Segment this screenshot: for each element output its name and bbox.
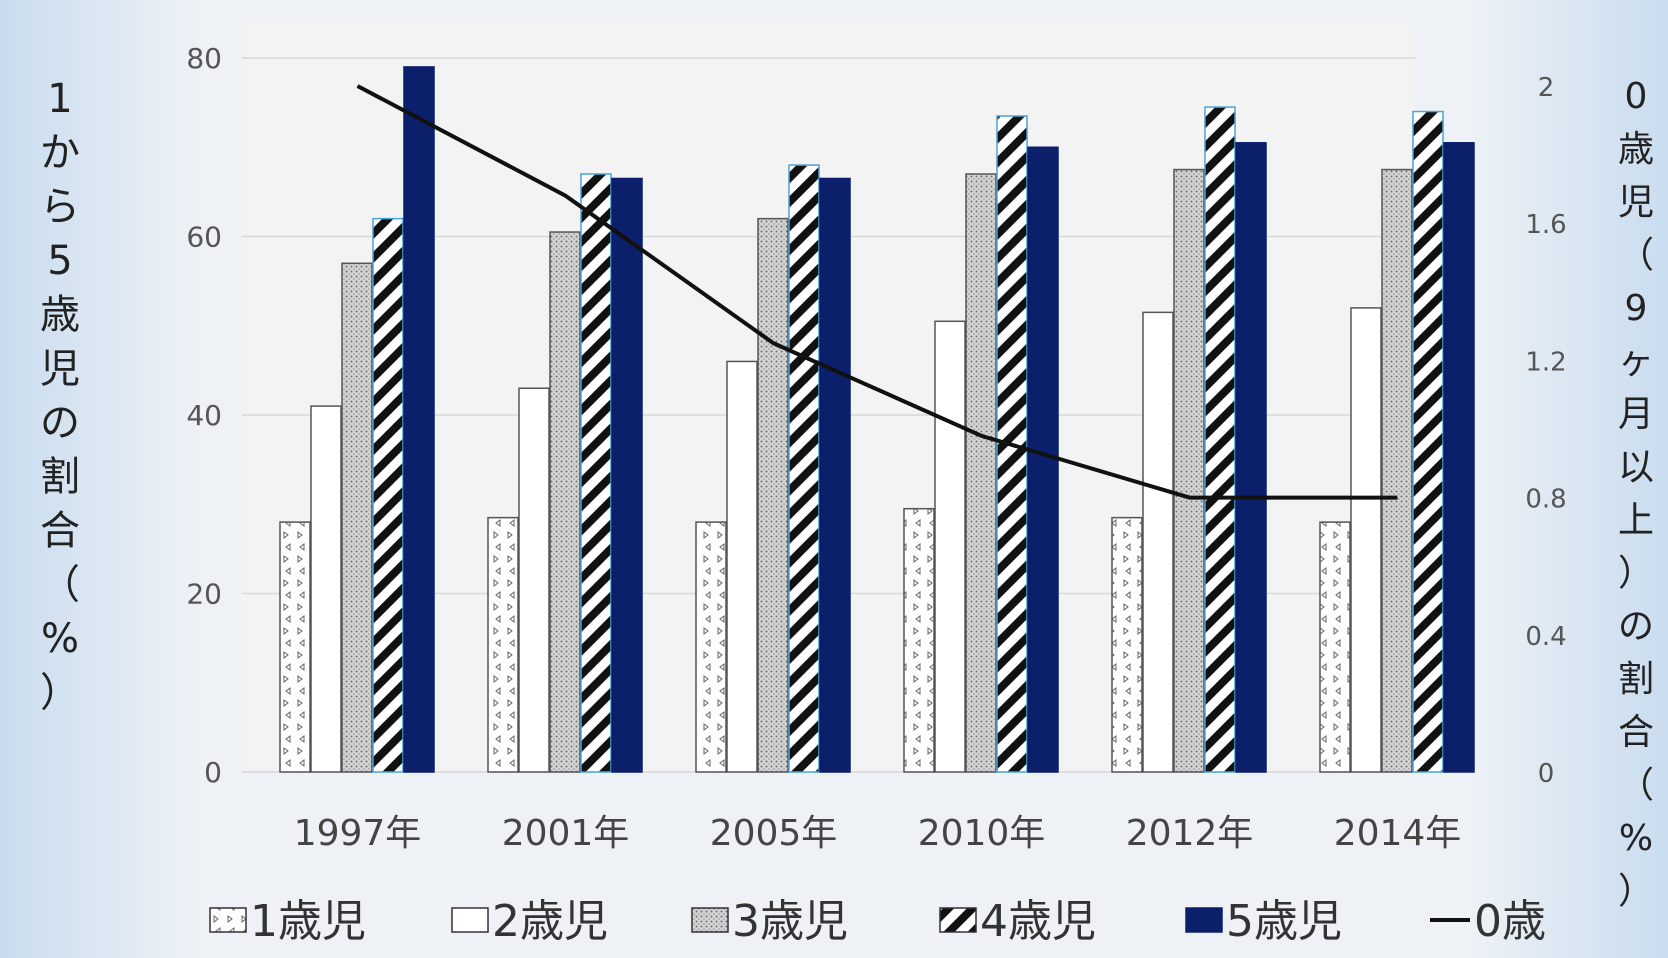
x-tick-label: 2001年 [502, 813, 630, 854]
bar-4歳児-2012年 [1204, 106, 1236, 773]
bar-4歳児-2014年 [1412, 110, 1444, 773]
left-axis-ticks: 0 20 40 60 80 [186, 42, 222, 789]
bar-5歳児-2012年 [1235, 142, 1267, 773]
bar-3歳児-1997年 [341, 262, 373, 773]
bar-3歳児-2012年 [1173, 168, 1205, 773]
bar-3歳児-2001年 [549, 231, 581, 773]
right-tick-label: 0 [1538, 759, 1555, 789]
legend-label: 0歳 [1474, 896, 1546, 947]
bar-1歳児-2012年 [1111, 516, 1143, 773]
x-tick-label: 2005年 [710, 813, 838, 854]
legend-label: 2歳児 [492, 896, 608, 947]
bar-1歳児-2014年 [1319, 521, 1351, 773]
right-tick-label: 1.6 [1525, 210, 1566, 240]
bar-2歳児-1997年 [310, 405, 342, 773]
right-tick-label: 1.2 [1525, 347, 1566, 377]
left-tick-label: 40 [186, 399, 222, 432]
bar-series [279, 66, 1475, 773]
right-axis-ticks: 0 0.4 0.8 1.2 1.6 2 [1525, 73, 1566, 789]
right-axis-label: 0 歳児（ 9 ヶ月以上）の割合（%） [1618, 76, 1654, 912]
right-tick-label: 0.4 [1525, 622, 1566, 652]
bar-5歳児-2014年 [1443, 142, 1475, 773]
bar-1歳児-2010年 [903, 507, 935, 773]
left-tick-label: 60 [186, 221, 222, 254]
bar-3歳児-2005年 [757, 217, 789, 773]
bar-5歳児-1997年 [403, 66, 435, 773]
bar-3歳児-2010年 [965, 173, 997, 773]
left-tick-label: 80 [186, 42, 222, 75]
right-tick-label: 0.8 [1525, 485, 1566, 515]
left-axis-label: 1 から 5 歳児の割合（%） [40, 76, 80, 716]
x-tick-label: 2014年 [1334, 813, 1462, 854]
x-tick-label: 2010年 [918, 813, 1046, 854]
bar-1歳児-2005年 [695, 521, 727, 773]
x-tick-label: 2012年 [1126, 813, 1254, 854]
bar-4歳児-1997年 [372, 217, 404, 773]
left-tick-label: 20 [186, 578, 222, 611]
line-series-0歳 [356, 84, 1398, 500]
legend-swatch [691, 907, 729, 933]
left-tick-label: 0 [204, 756, 222, 789]
right-tick-label: 2 [1538, 73, 1555, 103]
legend-label: 4歳児 [980, 896, 1096, 947]
bar-5歳児-2005年 [819, 177, 851, 773]
legend: 1歳児 2歳児 3歳児 4歳児 5歳児 0歳 [209, 896, 1546, 947]
bar-5歳児-2001年 [611, 177, 643, 773]
x-tick-label: 1997年 [294, 813, 422, 854]
x-axis-ticks: 1997年 2001年 2005年 2010年 2012年 2014年 [294, 813, 1462, 854]
bar-2歳児-2012年 [1142, 311, 1174, 773]
bar-2歳児-2010年 [934, 320, 966, 773]
legend-label: 1歳児 [250, 896, 366, 947]
legend-label: 5歳児 [1226, 896, 1342, 947]
axis-title: 1 から 5 歳児の割合（%） [40, 76, 80, 716]
bar-3歳児-2014年 [1381, 168, 1413, 773]
bar-2歳児-2005年 [726, 360, 758, 773]
bar-5歳児-2010年 [1027, 146, 1059, 773]
bar-2歳児-2014年 [1350, 307, 1382, 773]
bar-1歳児-2001年 [487, 516, 519, 773]
legend-swatch [939, 907, 977, 933]
bar-4歳児-2001年 [580, 173, 612, 773]
bar-2歳児-2001年 [518, 387, 550, 773]
bar-1歳児-1997年 [279, 521, 311, 773]
legend-swatch [1185, 907, 1223, 933]
axis-title: 0 歳児（ 9 ヶ月以上）の割合（%） [1618, 76, 1654, 912]
bar-4歳児-2005年 [788, 164, 820, 773]
legend-swatch [451, 907, 489, 933]
legend-label: 3歳児 [732, 896, 848, 947]
legend-swatch [209, 907, 247, 933]
